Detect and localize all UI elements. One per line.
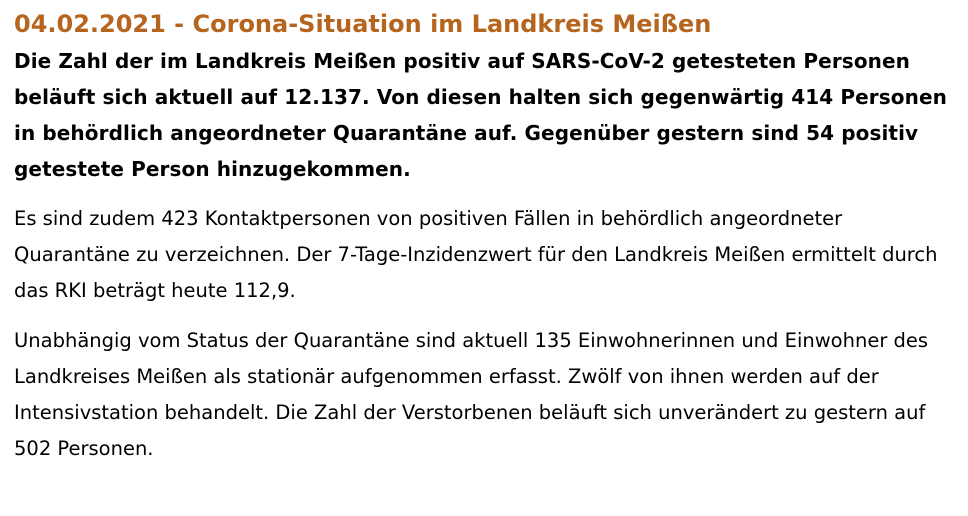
article-headline: 04.02.2021 - Corona-Situation im Landkre… [14,10,712,38]
article-paragraph-hospital: Unabhängig vom Status der Quarantäne sin… [14,329,929,460]
article-paragraph-contacts: Es sind zudem 423 Kontaktpersonen von po… [14,207,938,302]
article-lead-paragraph: Die Zahl der im Landkreis Meißen positiv… [14,49,947,181]
news-article: 04.02.2021 - Corona-Situation im Landkre… [14,10,947,460]
